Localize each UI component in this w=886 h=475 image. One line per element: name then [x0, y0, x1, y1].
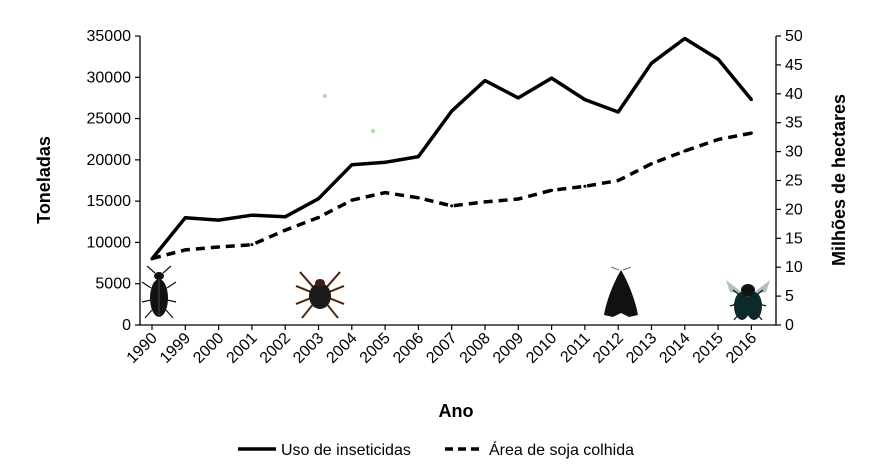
- right-tick-label: 45: [785, 57, 803, 74]
- right-tick-label: 15: [785, 230, 803, 247]
- series-0-point: [550, 76, 554, 80]
- series-1-point: [450, 204, 454, 208]
- right-tick-label: 40: [785, 86, 803, 103]
- left-tick-label: 25000: [87, 111, 132, 128]
- series-1-point: [217, 245, 221, 249]
- series-1-point: [283, 228, 287, 232]
- x-tick-label: 2004: [323, 330, 360, 367]
- beetle-icon: [141, 265, 177, 319]
- series-1-point: [716, 137, 720, 141]
- series-0-point: [749, 98, 753, 102]
- x-tick-label: 2003: [290, 330, 327, 367]
- x-tick-label: 2013: [623, 330, 660, 367]
- right-tick-label: 35: [785, 115, 803, 132]
- series-1-point: [183, 248, 187, 252]
- x-tick-label: 2002: [257, 330, 294, 367]
- left-y-ticks: 0 5000 10000 15000 20000 25000 30000 35000: [87, 28, 140, 334]
- series-0-point: [583, 98, 587, 102]
- series-1-point: [616, 179, 620, 182]
- right-y-axis-title: Milhões de hectares: [829, 94, 849, 266]
- series-0-point: [416, 155, 420, 159]
- fly-icon: [726, 280, 770, 321]
- legend-label-soy-area: Área de soja colhida: [489, 440, 634, 459]
- series-layer: [150, 36, 753, 261]
- series-0-point: [650, 61, 653, 65]
- series-1-point: [383, 191, 387, 195]
- series-0-point: [350, 163, 354, 167]
- series-1-point: [250, 243, 254, 247]
- x-tick-label: 2015: [690, 330, 727, 367]
- series-1-point: [150, 257, 154, 261]
- stray-dot: [370, 128, 376, 134]
- x-tick-label: 2005: [357, 330, 394, 367]
- series-1-point: [683, 149, 687, 153]
- x-tick-label: 2010: [523, 330, 560, 367]
- legend: Uso de inseticidas Área de soja colhida: [238, 440, 634, 459]
- series-line-1: [151, 131, 752, 261]
- left-tick-label: 30000: [87, 69, 132, 86]
- x-tick-label: 2009: [490, 330, 527, 367]
- mite-icon: [295, 271, 345, 319]
- x-tick-label: 2014: [656, 330, 693, 367]
- series-0-point: [516, 96, 520, 100]
- x-tick-label: 2000: [190, 330, 227, 367]
- left-tick-label: 20000: [87, 152, 132, 169]
- right-tick-label: 30: [785, 144, 803, 161]
- series-0-point: [616, 110, 620, 114]
- series-1-point: [483, 200, 487, 204]
- series-0-point: [383, 160, 387, 164]
- series-0-point: [217, 218, 221, 222]
- x-ticks: 1990199920002001200220032004200520062007…: [124, 325, 760, 367]
- x-tick-label: 2007: [423, 330, 460, 367]
- left-y-axis-title: Toneladas: [34, 136, 54, 224]
- right-tick-label: 20: [785, 201, 803, 218]
- left-tick-label: 5000: [95, 276, 131, 293]
- x-tick-label: 2016: [723, 330, 760, 367]
- series-1-point: [583, 184, 587, 188]
- series-1-point: [516, 197, 520, 201]
- right-tick-label: 25: [785, 173, 803, 190]
- x-axis-title: Ano: [439, 401, 474, 421]
- series-1-point: [317, 215, 320, 219]
- moth-icon: [604, 266, 638, 317]
- left-tick-label: 0: [122, 317, 131, 334]
- right-tick-label: 50: [785, 28, 803, 45]
- series-1-point: [350, 198, 354, 202]
- legend-label-insecticide: Uso de inseticidas: [281, 442, 411, 459]
- series-0-point: [317, 197, 320, 201]
- right-tick-label: 0: [785, 317, 794, 334]
- series-1-point: [550, 188, 554, 192]
- series-1-point: [749, 131, 753, 135]
- series-0-point: [450, 109, 454, 113]
- right-y-ticks: 0 5 10 15 20 25 30 35 40 45 50: [776, 28, 803, 334]
- series-1-point: [650, 162, 653, 166]
- series-0-point: [250, 213, 254, 217]
- series-1-point: [416, 196, 420, 200]
- x-tick-label: 2011: [557, 330, 593, 366]
- series-0-point: [483, 79, 487, 83]
- left-tick-label: 10000: [87, 234, 132, 251]
- series-0-point: [683, 36, 687, 40]
- left-tick-label: 15000: [87, 193, 132, 210]
- series-0-point: [716, 57, 720, 61]
- series-line-0: [150, 36, 753, 261]
- x-tick-label: 2012: [590, 330, 627, 367]
- x-tick-label: 2001: [224, 330, 261, 367]
- x-tick-label: 1999: [157, 330, 194, 367]
- series-0-point: [283, 215, 287, 219]
- series-0-point: [183, 216, 187, 220]
- stray-dot: [322, 93, 328, 99]
- right-tick-label: 10: [785, 259, 803, 276]
- x-tick-label: 1990: [124, 330, 161, 367]
- left-tick-label: 35000: [87, 28, 132, 45]
- x-tick-label: 2008: [457, 330, 494, 367]
- right-tick-label: 5: [785, 288, 794, 305]
- x-tick-label: 2006: [390, 330, 427, 367]
